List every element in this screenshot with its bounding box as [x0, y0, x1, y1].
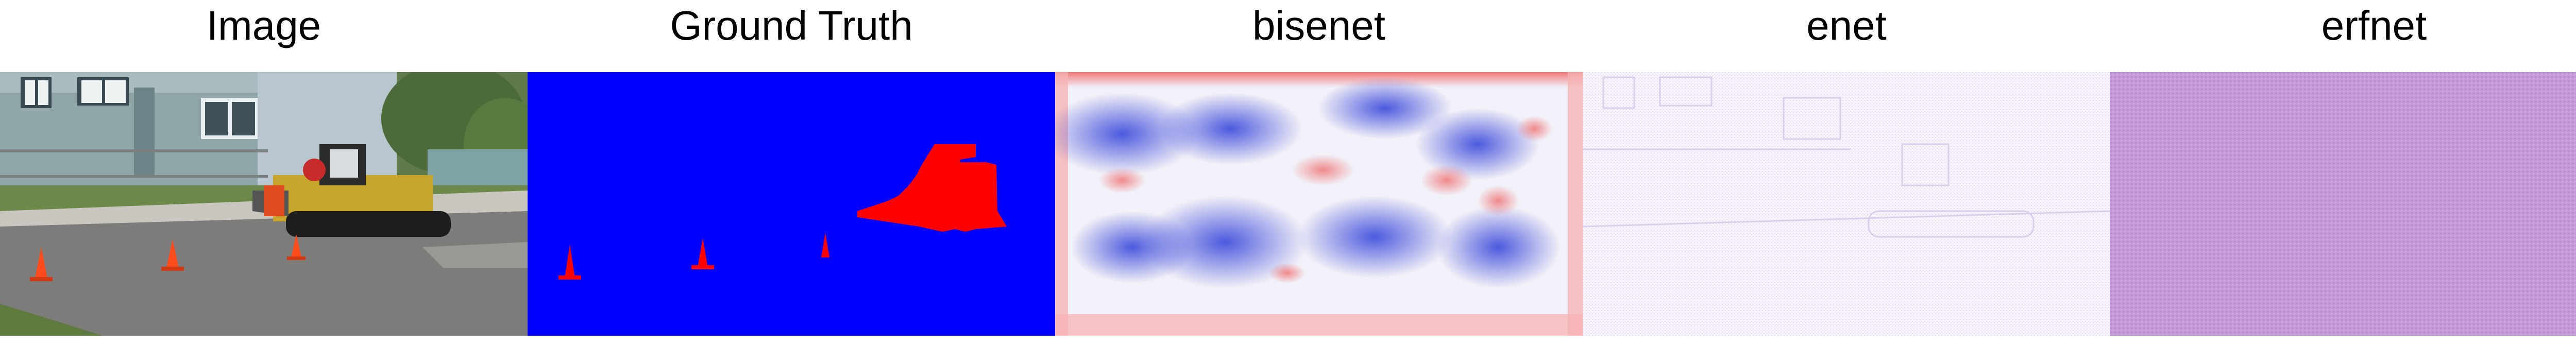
erfnet-heatmap-illustration — [2110, 72, 2576, 336]
panel-erfnet: erfnet — [2110, 0, 2576, 346]
segmentation-mask-illustration — [528, 72, 1055, 336]
erfnet-heatmap — [2110, 72, 2576, 336]
bisenet-heatmap-illustration — [1055, 72, 1583, 336]
panel-title-erfnet: erfnet — [2321, 3, 2427, 48]
panel-bisenet: bisenet — [1055, 0, 1583, 346]
panel-ground-truth: Ground Truth — [528, 0, 1055, 346]
enet-heatmap — [1583, 72, 2110, 336]
panel-title-enet: enet — [1806, 3, 1887, 48]
enet-heatmap-illustration — [1583, 72, 2110, 336]
panel-title-image: Image — [206, 3, 321, 48]
ground-truth-mask — [528, 72, 1055, 336]
street-scene-illustration — [0, 72, 528, 336]
panel-title-ground-truth: Ground Truth — [670, 3, 913, 48]
bisenet-heatmap — [1055, 72, 1583, 336]
panel-enet: enet — [1583, 0, 2110, 346]
street-scene-photo — [0, 72, 528, 336]
panel-title-bisenet: bisenet — [1252, 3, 1385, 48]
panel-image: Image — [0, 0, 528, 346]
